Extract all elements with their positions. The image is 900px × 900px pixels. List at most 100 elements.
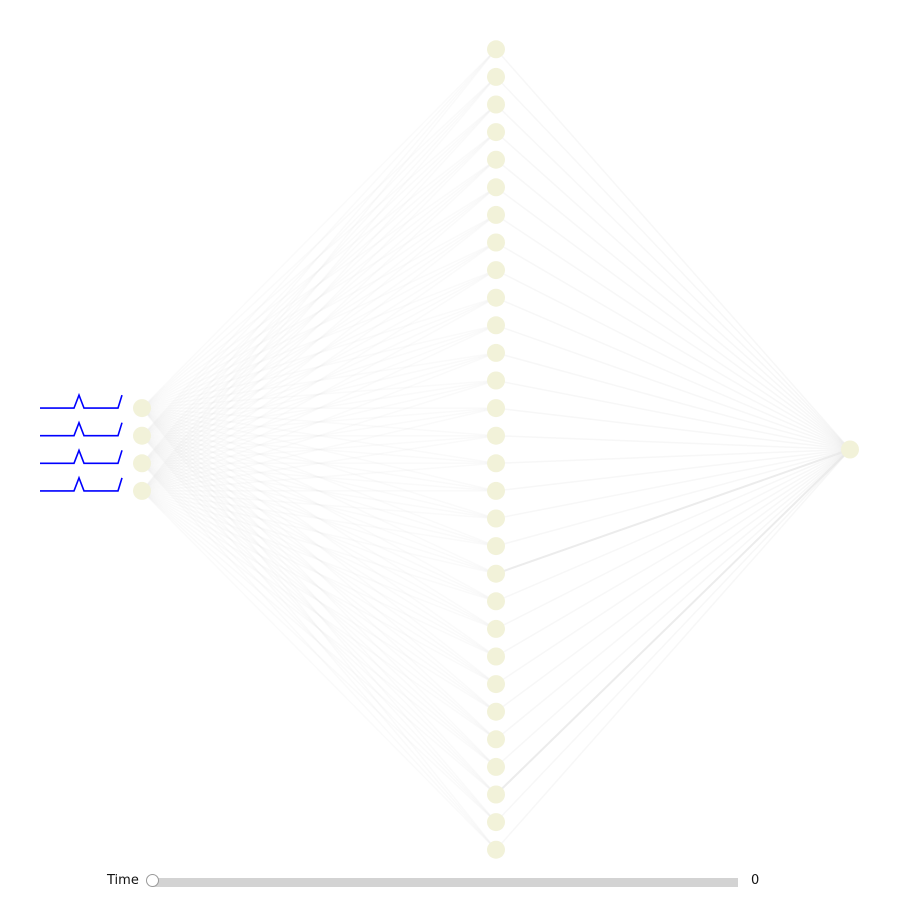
edge-input-0-to-hidden-12	[141, 379, 497, 409]
edge-hidden-26-to-output-0	[495, 448, 851, 768]
edge-input-1-to-hidden-4	[141, 159, 497, 437]
hidden-node-26	[487, 757, 505, 776]
edge-input-1-to-hidden-26	[141, 435, 497, 768]
edge-input-2-to-hidden-10	[141, 324, 497, 464]
edge-input-1-to-hidden-24	[141, 435, 497, 713]
edge-input-3-to-hidden-18	[141, 490, 497, 547]
edge-input-0-to-hidden-5	[141, 186, 497, 409]
edge-input-2-to-hidden-7	[141, 241, 497, 464]
hidden-node-0	[487, 40, 505, 59]
input-signal-trace-0	[40, 392, 123, 409]
edge-input-0-to-hidden-2	[141, 103, 497, 409]
hidden-node-1	[487, 67, 505, 86]
edge-input-3-to-hidden-23	[141, 490, 497, 685]
edge-hidden-8-to-output-0	[495, 269, 851, 451]
edge-input-1-to-hidden-16	[141, 434, 497, 492]
edge-hidden-9-to-output-0	[495, 297, 851, 451]
edge-input-1-to-hidden-9	[141, 297, 497, 437]
edge-input-1-to-hidden-23	[141, 435, 497, 685]
edge-input-2-to-hidden-2	[141, 103, 497, 464]
edge-input-2-to-hidden-17	[141, 462, 497, 520]
edge-hidden-11-to-output-0	[495, 352, 851, 451]
edge-input-0-to-hidden-1	[141, 76, 497, 409]
edge-hidden-19-to-output-0	[495, 448, 851, 575]
edge-input-2-to-hidden-9	[141, 297, 497, 464]
edge-input-3-to-hidden-20	[141, 490, 497, 603]
edge-input-1-to-hidden-25	[141, 435, 497, 740]
edge-input-2-to-hidden-23	[141, 462, 497, 685]
edge-hidden-16-to-output-0	[495, 448, 851, 492]
network-nodes	[133, 40, 859, 859]
edge-input-1-to-hidden-22	[141, 435, 497, 658]
hidden-node-28	[487, 813, 505, 832]
edge-input-3-to-hidden-9	[141, 297, 497, 492]
hidden-node-4	[487, 150, 505, 169]
hidden-node-14	[487, 426, 505, 445]
input-node-3	[133, 481, 151, 500]
edge-hidden-29-to-output-0	[495, 449, 851, 851]
hidden-node-15	[487, 454, 505, 473]
edge-hidden-3-to-output-0	[495, 131, 851, 451]
edge-input-0-to-hidden-6	[141, 214, 497, 409]
edge-input-0-to-hidden-28	[141, 407, 497, 823]
time-slider-track[interactable]	[153, 877, 738, 887]
edge-input-0-to-hidden-27	[141, 407, 497, 796]
edge-input-0-to-hidden-14	[141, 407, 497, 437]
edge-input-1-to-hidden-8	[141, 269, 497, 437]
edge-input-1-to-hidden-2	[141, 103, 497, 437]
hidden-node-8	[487, 261, 505, 280]
edge-input-1-to-hidden-27	[141, 435, 497, 796]
edge-input-2-to-hidden-1	[141, 76, 497, 464]
edge-input-1-to-hidden-20	[141, 435, 497, 602]
input-signal-trace-3	[40, 475, 123, 492]
edge-input-0-to-hidden-29	[141, 407, 497, 851]
input-node-1	[133, 426, 151, 445]
edge-input-0-to-hidden-19	[141, 407, 497, 575]
hidden-node-2	[487, 95, 505, 114]
hidden-node-11	[487, 343, 505, 362]
edge-hidden-1-to-output-0	[495, 76, 851, 451]
edge-input-1-to-hidden-11	[141, 352, 497, 437]
edge-input-3-to-hidden-8	[141, 269, 497, 492]
edge-input-1-to-hidden-13	[141, 407, 497, 437]
edge-hidden-22-to-output-0	[495, 448, 851, 658]
edge-input-1-to-hidden-1	[141, 76, 497, 437]
hidden-node-22	[487, 647, 505, 666]
edge-hidden-5-to-output-0	[495, 186, 851, 451]
edge-hidden-0-to-output-0	[495, 48, 851, 450]
input-signal-trace-1	[40, 420, 123, 437]
edge-input-3-to-hidden-0	[141, 48, 497, 492]
time-slider-value: 0	[751, 873, 760, 888]
edge-input-3-to-hidden-13	[141, 407, 497, 492]
edge-hidden-28-to-output-0	[495, 448, 851, 823]
edge-input-2-to-hidden-11	[141, 352, 497, 465]
edge-input-2-to-hidden-8	[141, 269, 497, 464]
edge-input-2-to-hidden-21	[141, 462, 497, 630]
time-slider-handle[interactable]	[146, 874, 159, 887]
edge-input-2-to-hidden-3	[141, 131, 497, 464]
hidden-node-19	[487, 564, 505, 583]
edge-hidden-18-to-output-0	[495, 448, 851, 547]
edge-input-3-to-hidden-27	[141, 490, 497, 796]
output-node-0	[841, 440, 859, 459]
hidden-node-21	[487, 619, 505, 638]
time-slider[interactable]: Time 0	[0, 868, 900, 896]
hidden-node-18	[487, 537, 505, 556]
edge-input-2-to-hidden-27	[141, 462, 497, 796]
edge-hidden-2-to-output-0	[495, 103, 851, 451]
edge-input-2-to-hidden-20	[141, 462, 497, 602]
edge-input-3-to-hidden-19	[141, 490, 497, 575]
edge-input-1-to-hidden-0	[141, 48, 497, 437]
edge-input-0-to-hidden-11	[141, 352, 497, 409]
hidden-node-27	[487, 785, 505, 804]
edge-hidden-17-to-output-0	[495, 448, 851, 520]
edge-input-3-to-hidden-7	[141, 241, 497, 492]
edge-hidden-6-to-output-0	[495, 214, 851, 451]
input-node-0	[133, 399, 151, 418]
edge-input-0-to-hidden-7	[141, 241, 497, 409]
edge-hidden-27-to-output-0	[495, 448, 851, 796]
edge-hidden-25-to-output-0	[495, 448, 851, 740]
edge-input-0-to-hidden-3	[141, 131, 497, 409]
edge-input-3-to-hidden-28	[141, 490, 497, 823]
edge-input-3-to-hidden-1	[141, 76, 497, 492]
